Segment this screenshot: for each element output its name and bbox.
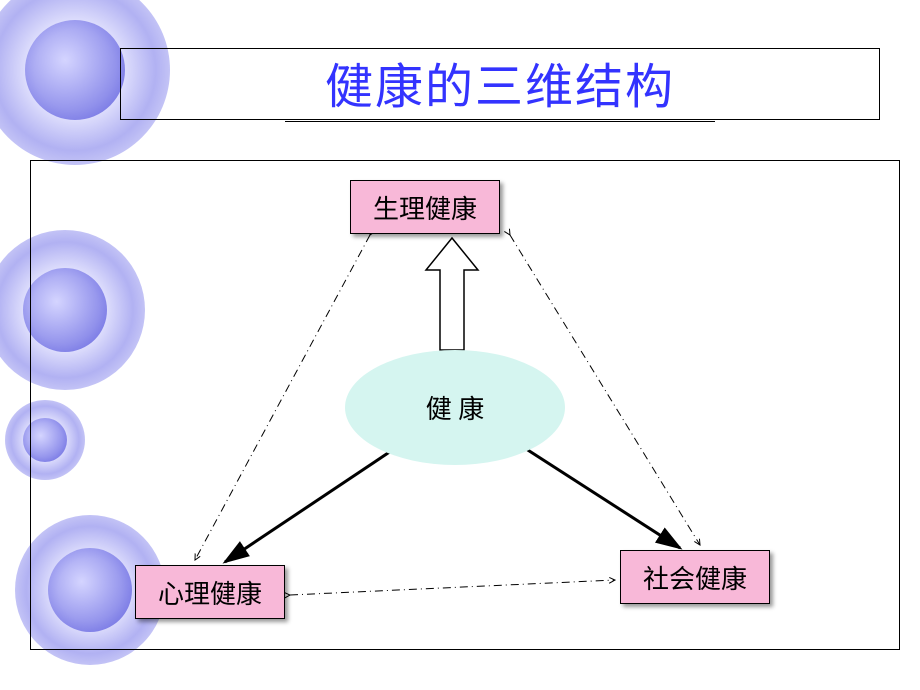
node-right: 社会健康 (620, 550, 770, 604)
node-left-label: 心理健康 (158, 574, 262, 611)
node-top-label: 生理健康 (373, 189, 477, 226)
slide-title: 健康的三维结构 (325, 61, 675, 114)
node-left: 心理健康 (135, 565, 285, 619)
node-top: 生理健康 (350, 180, 500, 234)
title-container: 健康的三维结构 (120, 48, 880, 120)
center-node: 健 康 (345, 350, 565, 465)
center-node-label: 健 康 (426, 389, 485, 426)
node-right-label: 社会健康 (643, 559, 747, 596)
